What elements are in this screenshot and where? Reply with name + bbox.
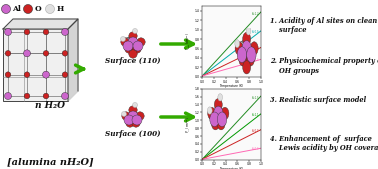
Circle shape [133,103,138,107]
Text: 1. Acidity of Al sites on clean
    surface: 1. Acidity of Al sites on clean surface [270,17,378,34]
Circle shape [217,118,225,130]
Circle shape [250,42,258,55]
Circle shape [5,51,11,56]
Circle shape [62,29,68,35]
Circle shape [121,112,127,116]
Circle shape [128,37,138,47]
Circle shape [62,51,68,56]
Circle shape [218,94,223,101]
Circle shape [132,119,140,127]
Circle shape [208,107,215,120]
Circle shape [243,61,251,74]
Circle shape [45,5,54,14]
Circle shape [133,45,141,53]
Text: θ=1.1: θ=1.1 [251,113,259,117]
Circle shape [210,112,219,127]
Text: θ=0.3: θ=0.3 [252,58,259,62]
Text: θ=0.3: θ=0.3 [252,147,259,151]
Circle shape [62,92,68,100]
Circle shape [125,45,133,53]
Circle shape [137,38,145,46]
Circle shape [43,29,49,35]
Circle shape [246,27,251,35]
Text: [alumina nH₂O]: [alumina nH₂O] [7,158,93,166]
Text: Surface (100): Surface (100) [105,130,161,138]
Text: 4. Enhancement of  surface
    Lewis acidity by OH coverage: 4. Enhancement of surface Lewis acidity … [270,135,378,152]
Circle shape [208,107,212,114]
Circle shape [239,53,247,66]
Circle shape [212,118,219,130]
Circle shape [235,42,243,55]
Circle shape [24,72,30,77]
Text: θ=1.2: θ=1.2 [251,12,259,16]
Circle shape [133,29,138,33]
Circle shape [126,119,134,127]
Circle shape [5,72,11,77]
Y-axis label: $\Gamma_{OH}\ \mathrm{(nm^{-2})}$: $\Gamma_{OH}\ \mathrm{(nm^{-2})}$ [185,32,193,51]
Circle shape [214,99,222,111]
Circle shape [129,106,137,114]
Circle shape [128,111,138,121]
Circle shape [124,115,134,125]
Text: θ=0.6: θ=0.6 [252,46,259,50]
Circle shape [5,92,11,100]
X-axis label: Temperature (K): Temperature (K) [220,167,243,169]
Circle shape [23,5,33,14]
Circle shape [43,93,49,99]
Circle shape [129,50,137,58]
Circle shape [123,41,133,51]
X-axis label: Temperature (K): Temperature (K) [220,84,243,88]
Circle shape [24,29,30,35]
Y-axis label: $P_{Al}\ \mathrm{(nm^{-2})}$: $P_{Al}\ \mathrm{(nm^{-2})}$ [185,116,193,133]
Circle shape [43,51,49,56]
Text: 3. Realistic surface model: 3. Realistic surface model [270,96,366,104]
Circle shape [221,107,229,120]
Circle shape [121,38,129,46]
Circle shape [214,106,223,121]
Circle shape [237,47,246,63]
Circle shape [133,41,143,51]
Circle shape [121,37,125,42]
Circle shape [24,93,30,99]
Circle shape [62,72,68,77]
Circle shape [242,41,251,56]
Circle shape [5,29,11,35]
Text: n H₂O: n H₂O [35,102,65,111]
Circle shape [246,53,254,66]
Circle shape [2,5,11,14]
Circle shape [235,40,240,48]
Text: H: H [56,5,64,13]
Circle shape [132,115,142,125]
Text: θ=0.9: θ=0.9 [252,30,259,34]
Text: Surface (110): Surface (110) [105,57,161,65]
Circle shape [129,32,137,40]
Text: 2. Physicochemical property of
    OH groups: 2. Physicochemical property of OH groups [270,57,378,75]
Polygon shape [3,19,78,29]
Circle shape [23,50,31,57]
Circle shape [243,32,251,46]
Text: θ=0.7: θ=0.7 [252,129,259,133]
Polygon shape [68,19,78,101]
Circle shape [42,71,50,78]
Text: θ=1.5: θ=1.5 [251,96,259,100]
Circle shape [136,112,144,120]
FancyBboxPatch shape [3,29,68,101]
Circle shape [217,112,227,127]
Circle shape [246,47,256,63]
Circle shape [122,112,130,120]
Text: O: O [34,5,41,13]
Text: Al: Al [12,5,22,13]
